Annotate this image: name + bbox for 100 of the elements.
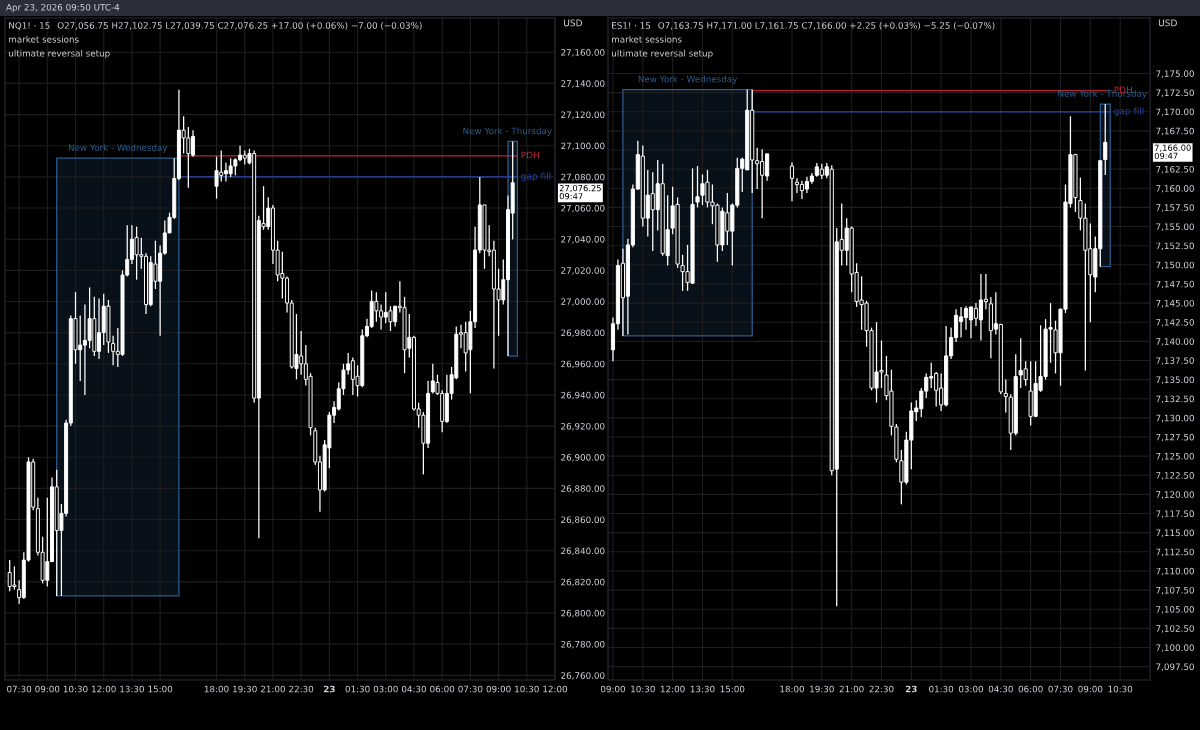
x-tick-label: 07:30 (7, 685, 32, 693)
candlestick (978, 273, 984, 342)
candlestick (799, 180, 805, 200)
x-tick-label: 09:00 (1078, 685, 1103, 693)
candlestick (134, 226, 139, 281)
x-tick-label: 10:30 (515, 685, 539, 693)
y-tick-label: 7,107.50 (1156, 586, 1194, 595)
y-tick-label: 26,800.00 (561, 609, 605, 618)
x-tick-label: 15:00 (720, 685, 745, 693)
y-tick-label: 7,152.50 (1156, 242, 1194, 251)
ref-line-label: gap fill (1114, 107, 1144, 117)
y-tick-label: 7,150.00 (1156, 261, 1194, 270)
y-tick-label: 27,060.00 (561, 204, 605, 213)
y-tick-label: 7,137.50 (1156, 357, 1194, 365)
y-tick-label: 27,140.00 (561, 80, 605, 88)
x-tick-label: 03:00 (373, 685, 398, 693)
y-tick-label: 27,020.00 (561, 267, 605, 275)
y-tick-label: 7,162.50 (1156, 165, 1194, 174)
y-tick-label: 7,147.50 (1156, 280, 1194, 289)
candlestick (794, 177, 800, 194)
x-tick-label: 12:00 (543, 685, 568, 693)
x-tick-label: 06:00 (1018, 685, 1043, 693)
candlestick (963, 305, 969, 331)
annotation: ultimate reversal setup (612, 49, 713, 59)
y-tick-label: 26,860.00 (561, 516, 605, 524)
y-tick-label: 7,112.50 (1156, 548, 1194, 557)
y-tick-label: 7,145.00 (1156, 299, 1194, 308)
candlestick (1003, 378, 1008, 414)
chart-title: NQ1! · 15 (9, 22, 50, 30)
band-label: New York - Wednesday (638, 75, 738, 84)
x-tick-label: 10:30 (631, 685, 655, 693)
chart-title: ES1! · 15 (612, 22, 651, 29)
x-tick-label: 19:30 (233, 685, 257, 693)
chart-subtitle: O27,056.75 H27,102.75 L27,039.75 C27,076.25 +17.00 (+0.06%) −7.00 (−0.03%) (57, 21, 422, 30)
candlestick (695, 165, 700, 209)
y-tick-label: 26,940.00 (561, 391, 605, 400)
y-tick-label: 7,132.50 (1156, 395, 1194, 404)
y-tick-label: 26,780.00 (561, 641, 605, 649)
chart-subtitle: O7,163.75 H7,171.00 L7,161.75 C7,166.00 +2.25 (+0.03%) −5.25 (−0.07%) (658, 21, 995, 30)
y-tick-label: 7,135.00 (1156, 376, 1194, 384)
y-tick-label: 7,125.00 (1156, 452, 1194, 461)
y-tick-label: 27,120.00 (561, 111, 605, 119)
y-tick-label: 7,170.00 (1156, 108, 1194, 117)
x-tick-label: 19:30 (810, 685, 834, 693)
y-tick-label: 7,157.50 (1156, 204, 1194, 212)
candlestick (968, 306, 974, 339)
y-tick-label: 27,100.00 (561, 142, 605, 151)
x-tick-label: 15:00 (148, 685, 173, 693)
y-tick-label: 7,142.50 (1156, 319, 1194, 327)
x-tick-label: 12:00 (92, 685, 116, 693)
y-tick-label: 7,127.50 (1156, 433, 1194, 442)
y-tick-label: 26,760.00 (561, 672, 605, 680)
x-tick-label: 10:30 (1108, 685, 1133, 693)
x-tick-label: 01:30 (345, 685, 370, 693)
candlestick (958, 306, 964, 339)
x-tick-label: 03:00 (958, 685, 984, 693)
x-tick-label: 23 (905, 685, 917, 693)
ref-line-label: PDH (521, 151, 539, 159)
x-tick-label: 13:30 (690, 685, 715, 693)
x-tick-label: 12:00 (661, 685, 685, 693)
annotation: market sessions (612, 35, 682, 43)
candlestick (388, 305, 393, 332)
text: 27,076.25 09:47 (559, 184, 601, 200)
y-tick-label: 26,880.00 (561, 485, 605, 493)
candlestick (973, 302, 979, 327)
text: Apr 23, 2026 09:50 UTC-4 (6, 3, 120, 13)
x-tick-label: 09:00 (35, 685, 60, 693)
annotation: ultimate reversal setup (9, 49, 110, 59)
x-tick-label: 07:30 (1048, 685, 1073, 693)
x-tick-label: 18:00 (204, 685, 229, 693)
y-tick-label: 26,840.00 (561, 547, 605, 556)
x-tick-label: 22:30 (289, 685, 314, 693)
y-tick-label: 27,040.00 (561, 236, 605, 244)
y-tick-label: 7,117.50 (1156, 510, 1194, 518)
y-axis-title: USD (1158, 19, 1177, 27)
ref-line-label: gap fill (521, 172, 551, 182)
y-tick-label: 7,115.00 (1156, 529, 1194, 538)
x-tick-label: 09:00 (600, 685, 625, 693)
x-tick-label: 21:00 (260, 685, 285, 693)
y-tick-label: 7,155.00 (1156, 223, 1194, 231)
x-tick-label: 18:00 (780, 685, 805, 693)
y-tick-label: 7,120.00 (1156, 491, 1194, 499)
y-tick-label: 7,167.50 (1156, 127, 1194, 136)
y-tick-label: 26,920.00 (561, 422, 605, 431)
y-tick-label: 26,900.00 (561, 454, 605, 462)
x-tick-label: 13:30 (120, 685, 144, 693)
x-tick-label: 01:30 (929, 685, 954, 693)
candlestick (228, 157, 233, 178)
y-tick-label: 26,960.00 (561, 360, 605, 369)
x-tick-label: 23 (323, 685, 335, 693)
y-tick-label: 7,160.00 (1156, 185, 1194, 193)
y-tick-label: 7,140.00 (1156, 338, 1194, 346)
candlestick (789, 161, 795, 202)
x-tick-label: 21:00 (839, 685, 864, 693)
x-tick-label: 09:00 (486, 685, 511, 693)
y-tick-label: 26,980.00 (561, 329, 605, 337)
x-tick-label: 10:30 (63, 685, 88, 693)
y-tick-label: 7,172.50 (1156, 89, 1194, 97)
band-label: New York - Thursday (463, 127, 552, 136)
y-tick-label: 7,122.50 (1156, 472, 1194, 480)
